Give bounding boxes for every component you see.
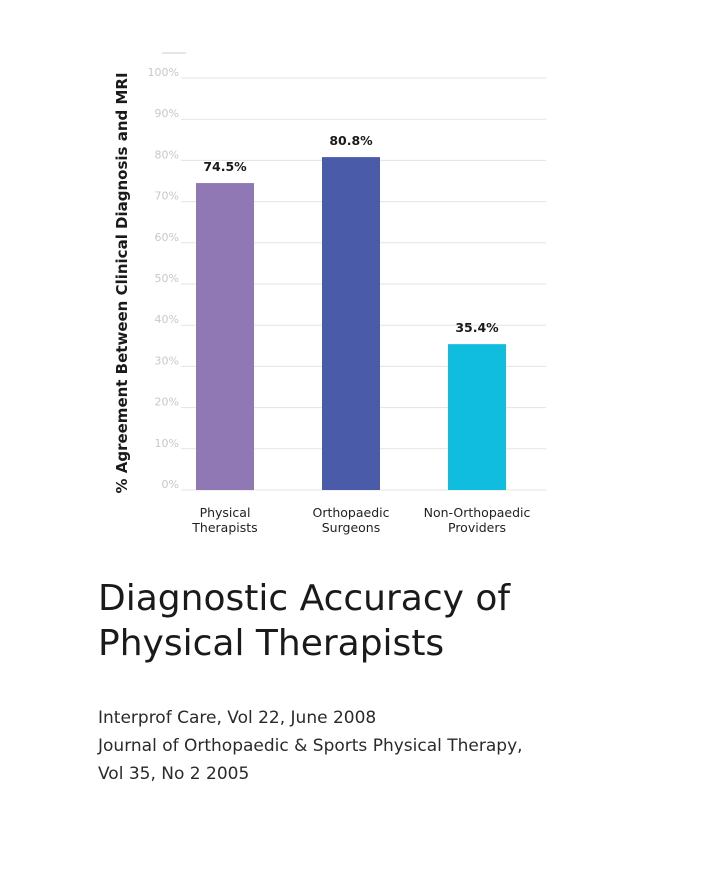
y-tick-label: 80% <box>155 148 179 161</box>
data-label: 80.8% <box>329 133 373 148</box>
chart-svg: 0% 10% 20% 30% 40% 50% 60% 70% 80% 90% 100% % Agree… <box>113 52 546 535</box>
y-tick-label: 50% <box>155 272 179 285</box>
y-tick-label: 20% <box>155 396 179 409</box>
data-label: 74.5% <box>203 159 247 174</box>
y-tick-label: 30% <box>155 354 179 367</box>
bar-chart: 0% 10% 20% 30% 40% 50% 60% 70% 80% 90% 100% % Agree… <box>113 52 546 535</box>
source-citations: Interprof Care, Vol 22, June 2008 Journa… <box>98 704 698 788</box>
data-label: 35.4% <box>455 320 499 335</box>
title-line-2: Physical Therapists <box>98 623 445 664</box>
x-tick-label: Orthopaedic <box>312 505 389 520</box>
page-title: Diagnostic Accuracy of Physical Therapis… <box>98 576 698 666</box>
y-tick-label: 0% <box>162 478 179 491</box>
y-tick-label: 100% <box>148 66 179 79</box>
x-tick-label: Non-Orthopaedic <box>424 505 531 520</box>
y-tick-label: 10% <box>155 437 179 450</box>
bar <box>322 157 380 490</box>
source-line-3: Vol 35, No 2 2005 <box>98 764 250 784</box>
y-tick-label: 70% <box>155 190 179 203</box>
x-tick-label: Physical <box>200 505 251 520</box>
source-line-1: Interprof Care, Vol 22, June 2008 <box>98 708 377 728</box>
y-tick-label: 40% <box>155 313 179 326</box>
x-tick-label: Therapists <box>191 520 257 535</box>
y-tick-label: 60% <box>155 231 179 244</box>
x-tick-label: Surgeons <box>322 520 380 535</box>
source-line-2: Journal of Orthopaedic & Sports Physical… <box>98 736 523 756</box>
bar <box>448 344 506 490</box>
x-tick-label: Providers <box>448 520 506 535</box>
y-tick-label: 90% <box>155 107 179 120</box>
bar <box>196 183 254 490</box>
y-axis-label: % Agreement Between Clinical Diagnosis a… <box>113 72 131 493</box>
title-line-1: Diagnostic Accuracy of <box>98 578 511 619</box>
